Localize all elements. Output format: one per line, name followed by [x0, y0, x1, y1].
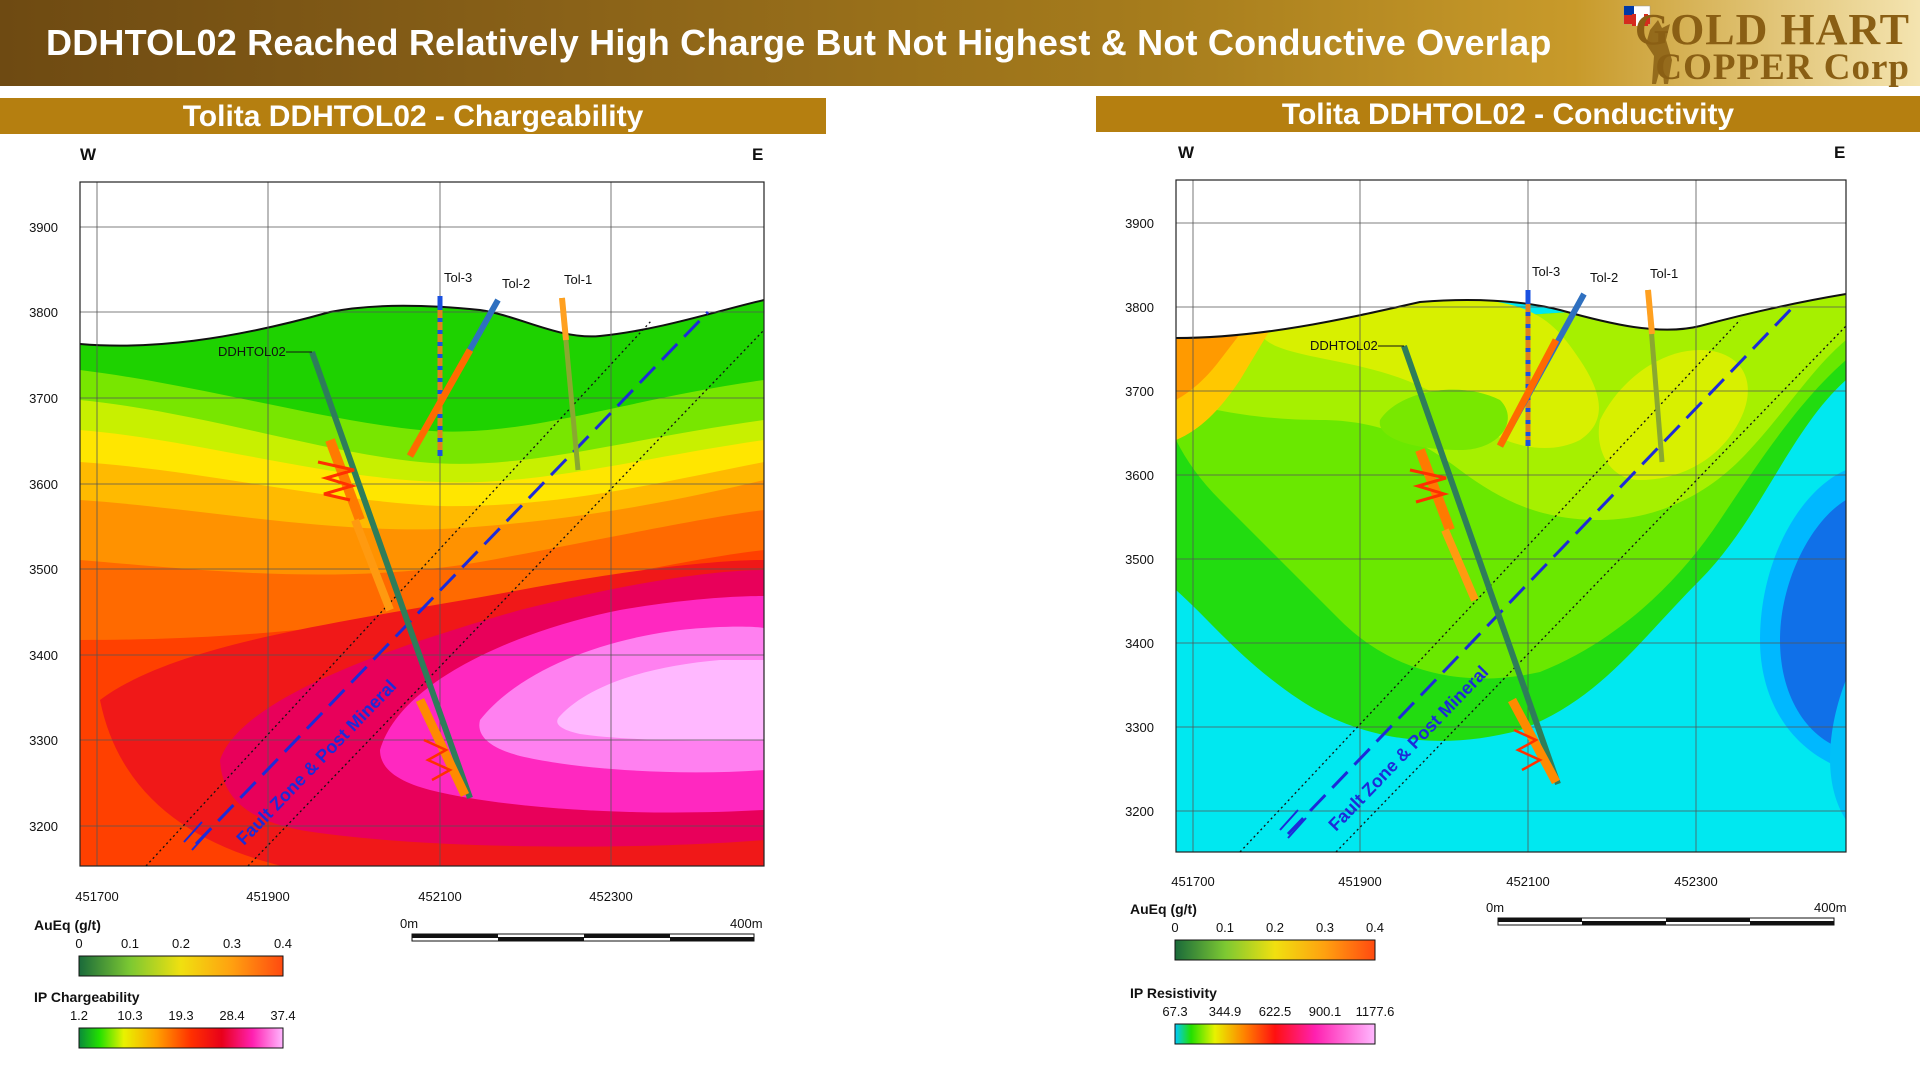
conductivity-contours — [1176, 294, 1846, 852]
legend-tick: 0.3 — [1316, 920, 1334, 935]
y-axis-labels: 3900 3800 3700 3600 3500 3400 3300 3200 — [29, 220, 58, 834]
hole-label-tol3: Tol-3 — [444, 270, 472, 285]
east-label: E — [752, 145, 763, 164]
legend-tick: 0.3 — [223, 936, 241, 951]
auEq-legend: AuEq (g/t) 0 0.1 0.2 0.3 0.4 — [1130, 901, 1384, 961]
legend-tick: 10.3 — [117, 1008, 142, 1023]
legend-title: IP Chargeability — [34, 989, 140, 1005]
x-tick: 452300 — [1674, 874, 1717, 889]
west-label: W — [80, 145, 97, 164]
logo-line1: GOLD HART — [1634, 5, 1910, 54]
chargeability-section: W E — [29, 145, 765, 1049]
hole-label-tol3: Tol-3 — [1532, 264, 1560, 279]
hole-label-tol1: Tol-1 — [1650, 266, 1678, 281]
y-tick: 3400 — [1125, 636, 1154, 651]
y-tick: 3200 — [1125, 804, 1154, 819]
west-label: W — [1178, 143, 1195, 162]
x-tick: 452100 — [418, 889, 461, 904]
legend-tick: 900.1 — [1309, 1004, 1342, 1019]
x-tick: 451700 — [75, 889, 118, 904]
conductivity-panel-title: Tolita DDHTOL02 - Conductivity — [1096, 96, 1920, 132]
y-tick: 3500 — [29, 562, 58, 577]
company-logo: GOLD HART COPPER Corp — [1616, 0, 1920, 88]
y-tick: 3200 — [29, 819, 58, 834]
y-tick: 3900 — [29, 220, 58, 235]
y-tick: 3900 — [1125, 216, 1154, 231]
legend-tick: 622.5 — [1259, 1004, 1292, 1019]
legend-title: IP Resistivity — [1130, 985, 1217, 1001]
y-tick: 3300 — [29, 733, 58, 748]
legend-title: AuEq (g/t) — [34, 917, 101, 933]
chargeability-legend: IP Chargeability 1.2 10.3 19.3 28.4 37.4 — [34, 989, 296, 1049]
y-tick: 3800 — [29, 305, 58, 320]
legend-tick: 28.4 — [219, 1008, 244, 1023]
chargeability-contours — [80, 300, 764, 866]
x-tick: 451700 — [1171, 874, 1214, 889]
section-frame — [1175, 179, 1847, 853]
legend-title: AuEq (g/t) — [1130, 901, 1197, 917]
drill-hole-ddhtol02: DDHTOL02 — [1310, 338, 1561, 785]
y-tick: 3800 — [1125, 300, 1154, 315]
scale-bar: 0m 400m — [400, 916, 763, 942]
x-axis-labels: 451700 451900 452100 452300 — [75, 889, 632, 904]
legend-tick: 0.2 — [172, 936, 190, 951]
y-tick: 3700 — [1125, 384, 1154, 399]
conductivity-section: W E — [1125, 143, 1847, 1045]
resistivity-legend: IP Resistivity 67.3 344.9 622.5 900.1 11… — [1130, 985, 1395, 1045]
legend-tick: 0 — [75, 936, 82, 951]
drill-hole-tol2: Tol-2 — [1496, 270, 1618, 448]
topography-line — [1175, 293, 1847, 339]
x-tick: 451900 — [246, 889, 289, 904]
scale-bar: 0m 400m — [1486, 900, 1847, 926]
chargeability-panel-title: Tolita DDHTOL02 - Chargeability — [0, 98, 826, 134]
y-tick: 3300 — [1125, 720, 1154, 735]
hole-label-tol2: Tol-2 — [502, 276, 530, 291]
auEq-legend: AuEq (g/t) 0 0.1 0.2 0.3 0.4 — [34, 917, 292, 977]
x-axis-labels: 451700 451900 452100 452300 — [1171, 874, 1717, 889]
scale-start: 0m — [1486, 900, 1504, 915]
legend-tick: 1.2 — [70, 1008, 88, 1023]
y-tick: 3600 — [29, 477, 58, 492]
hole-label-ddhtol02: DDHTOL02 — [1310, 338, 1378, 353]
east-label: E — [1834, 143, 1845, 162]
legend-tick: 19.3 — [168, 1008, 193, 1023]
flag-deer-icon — [1623, 5, 1672, 84]
legend-tick: 0.2 — [1266, 920, 1284, 935]
drill-hole-tol3: Tol-3 — [437, 270, 472, 456]
y-tick: 3700 — [29, 391, 58, 406]
scale-end: 400m — [1814, 900, 1847, 915]
drill-hole-tol1: Tol-1 — [559, 272, 592, 471]
logo-line2: COPPER Corp — [1655, 47, 1910, 88]
legend-tick: 0 — [1171, 920, 1178, 935]
scale-end: 400m — [730, 916, 763, 931]
x-tick: 452300 — [589, 889, 632, 904]
page-title: DDHTOL02 Reached Relatively High Charge … — [46, 22, 1552, 63]
legend-tick: 0.1 — [1216, 920, 1234, 935]
x-tick: 451900 — [1338, 874, 1381, 889]
y-tick: 3400 — [29, 648, 58, 663]
legend-tick: 1177.6 — [1356, 1004, 1395, 1019]
drill-hole-tol1: Tol-1 — [1645, 266, 1678, 463]
topography-line — [79, 299, 765, 347]
legend-tick: 37.4 — [270, 1008, 295, 1023]
legend-tick: 0.4 — [274, 936, 292, 951]
scale-start: 0m — [400, 916, 418, 931]
drill-hole-ddhtol02: DDHTOL02 — [218, 344, 473, 800]
hole-label-tol1: Tol-1 — [564, 272, 592, 287]
y-tick: 3500 — [1125, 552, 1154, 567]
y-tick: 3600 — [1125, 468, 1154, 483]
header-banner: DDHTOL02 Reached Relatively High Charge … — [0, 0, 1920, 88]
x-tick: 452100 — [1506, 874, 1549, 889]
legend-tick: 0.1 — [121, 936, 139, 951]
legend-tick: 67.3 — [1162, 1004, 1187, 1019]
section-frame — [79, 181, 765, 867]
hole-label-tol2: Tol-2 — [1590, 270, 1618, 285]
drill-hole-tol3: Tol-3 — [1525, 264, 1560, 446]
hole-label-ddhtol02: DDHTOL02 — [218, 344, 286, 359]
y-axis-labels: 3900 3800 3700 3600 3500 3400 3300 3200 — [1125, 216, 1154, 819]
legend-tick: 0.4 — [1366, 920, 1384, 935]
legend-tick: 344.9 — [1209, 1004, 1242, 1019]
drill-hole-tol2: Tol-2 — [406, 276, 530, 458]
